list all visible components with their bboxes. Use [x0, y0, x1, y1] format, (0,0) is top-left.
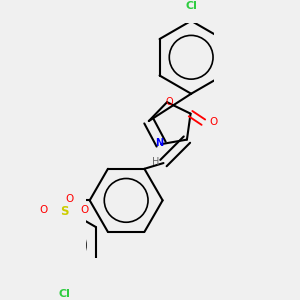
Text: O: O	[80, 205, 88, 215]
Text: H: H	[152, 157, 159, 167]
Text: O: O	[65, 194, 74, 204]
Text: S: S	[60, 205, 68, 218]
Text: O: O	[210, 117, 218, 127]
Text: Cl: Cl	[185, 1, 197, 11]
Text: O: O	[40, 205, 48, 215]
Text: Cl: Cl	[58, 289, 70, 299]
Text: O: O	[165, 97, 173, 107]
Text: N: N	[155, 138, 163, 148]
